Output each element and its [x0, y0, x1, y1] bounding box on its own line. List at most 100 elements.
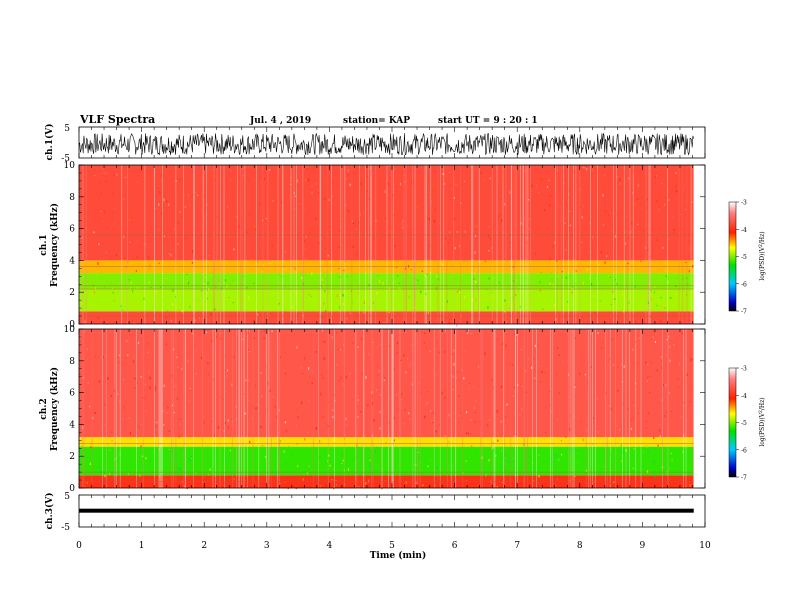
spectrogram-speckle: [176, 466, 178, 468]
spectrogram-speckle: [176, 397, 178, 401]
spectrogram-speckle: [651, 337, 653, 340]
ch1-waveform-ylabel: ch.1(V): [44, 124, 55, 161]
spectrogram-speckle: [447, 242, 449, 244]
spectrogram-speckle: [216, 240, 218, 243]
spectrogram-speckle: [239, 214, 241, 217]
spectrogram-speckle: [420, 255, 422, 259]
spectrogram-speckle: [374, 450, 376, 452]
spectrogram-speckle: [468, 383, 470, 384]
spectrogram-speckle: [203, 195, 205, 198]
spectrogram-speckle: [165, 343, 167, 346]
spectrogram-speckle: [610, 448, 612, 451]
spectrogram-speckle: [569, 275, 571, 276]
spectrogram-speckle: [325, 247, 327, 249]
spectrogram-speckle: [676, 277, 678, 279]
spectrogram-speckle: [535, 187, 537, 189]
spectrogram-speckle: [685, 209, 687, 210]
spectrogram-speckle: [443, 443, 445, 447]
spectrogram-speckle: [446, 372, 448, 374]
spectrogram-speckle: [421, 270, 423, 272]
spectrogram-speckle: [536, 184, 538, 187]
spectrogram-speckle: [328, 454, 330, 457]
spectrogram-speckle: [665, 354, 667, 356]
spectrogram-speckle: [664, 307, 666, 309]
spectrogram-speckle: [534, 377, 536, 379]
spectrogram-speckle: [233, 247, 236, 249]
spectrogram-speckle: [594, 249, 597, 251]
spectrogram-speckle: [269, 389, 271, 392]
spectrogram-speckle: [287, 338, 289, 340]
spectrogram-speckle: [116, 173, 118, 176]
spectrogram-speckle: [203, 259, 205, 262]
spectrogram-speckle: [438, 287, 440, 289]
spectrogram-speckle: [332, 416, 334, 418]
spectrogram-speckle: [675, 172, 677, 174]
spectrogram-speckle: [272, 200, 274, 203]
spectrogram-speckle: [321, 394, 323, 396]
spectrogram-speckle: [467, 186, 470, 189]
spectrogram-speckle: [107, 172, 109, 174]
spectrogram-speckle: [549, 257, 551, 260]
spectrogram-speckle: [504, 311, 506, 313]
colorbar-tick-label: -4: [741, 227, 747, 234]
spectrogram-speckle: [198, 317, 201, 320]
spectrogram-speckle: [339, 294, 341, 296]
spectrogram-speckle: [673, 231, 675, 234]
spectrogram-speckle: [125, 178, 127, 182]
spectrogram-speckle: [520, 348, 522, 351]
spectrogram-speckle: [422, 484, 424, 487]
spectrogram-speckle: [284, 419, 286, 421]
spectrogram-speckle: [179, 434, 181, 437]
spectrogram-speckle: [324, 340, 326, 343]
spectrogram-speckle: [424, 466, 426, 469]
spectrogram-speckle: [123, 378, 125, 381]
spectrogram-speckle: [463, 180, 466, 183]
spectrogram-speckle: [218, 282, 221, 285]
spectrogram-speckle: [512, 296, 514, 299]
spectrogram-speckle: [305, 179, 307, 181]
spectrogram-speckle: [104, 403, 106, 406]
spectrogram-speckle: [125, 339, 127, 343]
spectrogram-speckle: [539, 289, 541, 292]
spectrogram-speckle: [393, 439, 395, 442]
spectrogram-speckle: [515, 279, 517, 281]
spectrogram-speckle: [212, 419, 215, 421]
spectrogram-speckle: [328, 291, 330, 293]
spectrogram-speckle: [384, 217, 386, 219]
spectrogram-speckle: [280, 248, 282, 249]
spectrogram-speckle: [568, 189, 570, 192]
spectrogram-speckle: [122, 418, 124, 420]
spectrogram-speckle: [665, 384, 667, 387]
spectrogram-speckle: [586, 407, 588, 409]
spectrogram-speckle: [95, 353, 97, 356]
spectrogram-speckle: [492, 386, 494, 388]
spectrogram-speckle: [610, 407, 612, 411]
spectrogram-speckle: [279, 439, 282, 443]
spectrogram-speckle: [590, 366, 592, 368]
spectrogram-speckle: [321, 340, 323, 343]
spectrogram-speckle: [537, 192, 540, 194]
spectrogram-speckle: [640, 304, 642, 305]
spectrogram-speckle: [396, 267, 398, 268]
spectrogram-speckle: [279, 302, 281, 304]
spectrogram-speckle: [177, 243, 179, 245]
spectrogram-speckle: [429, 212, 431, 215]
spectrogram-speckle: [260, 372, 262, 374]
spectrogram-speckle: [491, 247, 493, 250]
spectrogram-speckle: [377, 261, 379, 263]
spectrogram-speckle: [657, 444, 659, 447]
spectrogram-speckle: [668, 238, 670, 240]
spectrogram-speckle: [343, 256, 345, 258]
spectrogram-speckle: [634, 320, 637, 323]
spectrogram-speckle: [630, 427, 633, 431]
spectrogram-speckle: [150, 235, 153, 237]
spectrogram-speckle: [171, 404, 174, 407]
spectrogram-speckle: [347, 169, 349, 172]
spectrogram-speckle: [241, 473, 243, 476]
spectrogram-speckle: [520, 222, 522, 225]
spectrogram-speckle: [567, 300, 569, 303]
frequency-tick-label: 6: [69, 225, 75, 235]
spectrogram-speckle: [149, 376, 151, 380]
spectrogram-speckle: [331, 336, 333, 339]
spectrogram-speckle: [676, 190, 678, 193]
